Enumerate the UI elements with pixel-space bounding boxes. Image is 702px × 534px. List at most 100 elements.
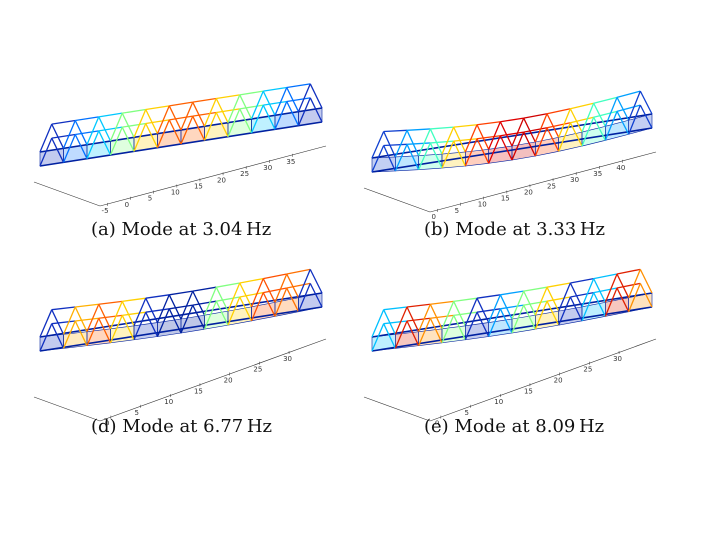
top-chord: [122, 297, 146, 302]
top-chord: [616, 104, 641, 112]
truss-diagonal: [98, 303, 112, 330]
bottom-chord: [39, 292, 323, 338]
truss-diagonal: [227, 94, 241, 123]
top-chord: [98, 112, 123, 118]
top-chord: [593, 287, 618, 294]
truss-diagonal: [581, 103, 595, 133]
truss-diagonal: [593, 116, 606, 141]
top-chord: [263, 86, 287, 92]
truss-diagonal: [628, 283, 641, 312]
truss-figure: 0 5 10 15 20 25 30: [363, 268, 657, 425]
top-chord: [263, 287, 287, 294]
truss-diagonal: [156, 294, 170, 323]
top-chord: [98, 126, 123, 132]
truss-diagonal: [250, 292, 264, 322]
truss-diagonal: [239, 296, 253, 322]
top-chord: [570, 277, 594, 284]
bottom-chord: [371, 292, 653, 338]
axis-tick-label: 10: [478, 201, 487, 209]
truss-diagonal: [297, 83, 311, 112]
top-chord: [51, 133, 76, 139]
axis-tick-label: 30: [263, 164, 272, 172]
truss-diagonal: [523, 290, 536, 316]
top-chord: [570, 102, 594, 110]
truss-diagonal: [534, 286, 548, 316]
axis-tick-label: 20: [524, 188, 533, 196]
bottom-chord: [371, 113, 653, 159]
bottom-chord: [371, 306, 653, 352]
truss-diagonal: [121, 126, 135, 152]
top-chord: [216, 108, 240, 114]
top-chord: [75, 317, 99, 322]
axis-line: [363, 396, 431, 422]
truss-diagonal: [215, 112, 229, 137]
top-chord: [239, 104, 264, 110]
truss-diagonal: [511, 304, 525, 334]
truss-diagonal: [639, 90, 653, 115]
truss-diagonal: [441, 126, 455, 155]
truss-diagonal: [464, 138, 478, 167]
truss-diagonal: [156, 119, 170, 148]
truss-diagonal: [168, 294, 182, 320]
truss-diagonal: [109, 126, 123, 156]
truss-diagonal: [74, 320, 88, 346]
top-chord: [286, 282, 311, 289]
top-chord: [523, 127, 548, 133]
truss-diagonal: [476, 138, 490, 164]
top-chord: [383, 306, 408, 311]
truss-diagonal: [145, 297, 159, 323]
truss-diagonal: [227, 296, 241, 326]
truss-diagonal: [274, 87, 288, 116]
truss-diagonal: [309, 83, 323, 109]
axis-tick-label: 10: [171, 189, 180, 197]
top-chord: [98, 300, 123, 305]
truss-diagonal: [581, 292, 595, 322]
truss-diagonal: [250, 90, 264, 120]
axis-tick-label: 25: [547, 182, 556, 190]
truss-diagonal: [215, 286, 229, 312]
truss-diagonal: [121, 315, 135, 341]
top-chord: [192, 300, 217, 306]
truss-diagonal: [546, 300, 560, 326]
axis-tick-label: 5: [455, 207, 459, 215]
axis-line: [363, 187, 431, 213]
truss-diagonal: [203, 98, 217, 127]
caption-b: (b) Mode at 3.33 Hz: [424, 219, 605, 240]
truss-diagonal: [558, 122, 571, 152]
top-chord: [500, 117, 524, 123]
truss-diagonal: [499, 135, 513, 161]
top-chord: [216, 296, 240, 302]
top-chord: [406, 303, 431, 308]
axis-line: [429, 151, 657, 213]
axis-tick-label: 30: [613, 355, 622, 363]
top-chord: [192, 111, 217, 117]
truss-diagonal: [250, 104, 264, 134]
panel-b: 0 5 10 15 20 25 30 35 40: [360, 80, 660, 221]
top-chord: [75, 130, 99, 136]
top-chord: [546, 108, 571, 115]
truss-diagonal: [383, 309, 396, 335]
truss-diagonal: [546, 113, 560, 138]
bottom-chord: [39, 306, 323, 352]
truss-diagonal: [286, 273, 300, 298]
top-chord: [453, 311, 478, 316]
truss-diagonal: [286, 287, 300, 312]
truss-diagonal: [274, 273, 288, 303]
truss-diagonal: [499, 121, 513, 147]
truss-diagonal: [227, 282, 241, 312]
truss-diagonal: [569, 282, 583, 308]
truss-diagonal: [616, 273, 630, 298]
axis-tick-label: 30: [570, 176, 579, 184]
truss-diagonal: [593, 278, 606, 303]
top-chord: [500, 290, 524, 296]
truss-diagonal: [309, 283, 323, 308]
truss-diagonal: [180, 304, 194, 334]
truss-diagonal: [250, 278, 264, 308]
top-chord: [122, 122, 146, 128]
top-chord: [616, 282, 641, 289]
top-chord: [430, 140, 454, 144]
truss-diagonal: [406, 320, 420, 346]
top-chord: [453, 138, 478, 142]
truss-diagonal: [511, 131, 525, 161]
top-chord: [476, 294, 501, 299]
